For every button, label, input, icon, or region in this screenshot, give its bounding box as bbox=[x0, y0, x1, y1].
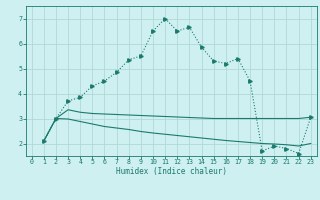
X-axis label: Humidex (Indice chaleur): Humidex (Indice chaleur) bbox=[116, 167, 227, 176]
